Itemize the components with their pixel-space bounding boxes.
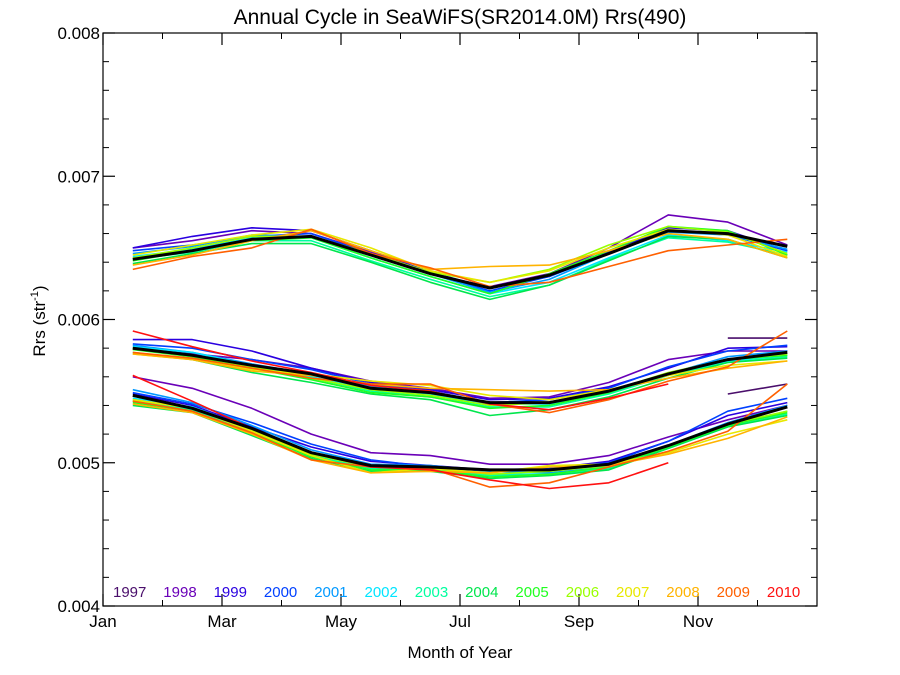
plot-frame [102,32,818,607]
legend-item-2006: 2006 [566,584,599,601]
legend: 1997 1998 1999 2000 2001 2002 2003 2004 2005 2006… [113,584,800,601]
series-line-2009-upper [132,228,788,288]
legend-item-1999: 1999 [214,584,247,601]
climatology-line-lower [132,393,788,472]
legend-item-2010: 2010 [767,584,800,601]
series-line-2008-middle [132,353,788,392]
series-line-2008-lower [132,403,788,474]
series-line-2010-middle [132,330,669,411]
x-tick-label: Jul [449,612,471,631]
series-line-2002-lower [132,397,788,475]
x-tick-label: Mar [207,612,237,631]
series-line-2007-lower [132,398,788,474]
series-line-2004-middle [132,351,788,417]
legend-item-2008: 2008 [666,584,699,601]
series-line-2009-lower [132,383,788,488]
series-line-1999-lower [132,393,788,471]
climatology-line-middle [132,346,788,405]
legend-item-2001: 2001 [314,584,347,601]
legend-item-2005: 2005 [515,584,548,601]
x-axis-label: Month of Year [408,643,513,662]
y-axis-label-suffix: ) [30,285,49,291]
legend-item-2000: 2000 [264,584,297,601]
series-line-1998-lower [132,376,788,465]
series-line-1997-lower [727,383,788,395]
series-line-2007-middle [132,353,788,401]
legend-item-1997: 1997 [113,584,146,601]
series-line-2004-upper [132,235,788,301]
y-axis-label: Rrs (str-1) [29,285,49,356]
legend-item-1998: 1998 [163,584,196,601]
y-axis-label-exponent: -1 [29,291,41,301]
series-line-2010-lower [132,374,669,490]
x-tick-label: Jan [89,612,116,631]
plot-series [132,214,788,490]
x-tick-label: May [325,612,358,631]
x-tick-label: Nov [683,612,714,631]
x-tick-label: Sep [564,612,594,631]
legend-item-2004: 2004 [465,584,498,601]
climatology-line-upper [132,229,788,290]
chart-title: Annual Cycle in SeaWiFS(SR2014.0M) Rrs(4… [234,6,687,29]
legend-item-2009: 2009 [717,584,750,601]
y-tick-label: 0.006 [57,311,100,330]
y-tick-label: 0.004 [57,597,100,616]
legend-item-2003: 2003 [415,584,448,601]
series-line-2005-lower [132,401,788,478]
series-line-2009-middle [132,330,788,414]
legend-item-2007: 2007 [616,584,649,601]
axes: 0.004 0.005 0.006 0.007 0.008 Jan Mar May Jul Sep… [57,24,818,631]
y-axis-label-text: Rrs (str [30,301,49,357]
legend-item-2002: 2002 [365,584,398,601]
series-line-2008-upper [132,229,788,271]
y-tick-label: 0.005 [57,454,100,473]
y-tick-label: 0.007 [57,167,100,186]
y-tick-label: 0.008 [57,24,100,43]
